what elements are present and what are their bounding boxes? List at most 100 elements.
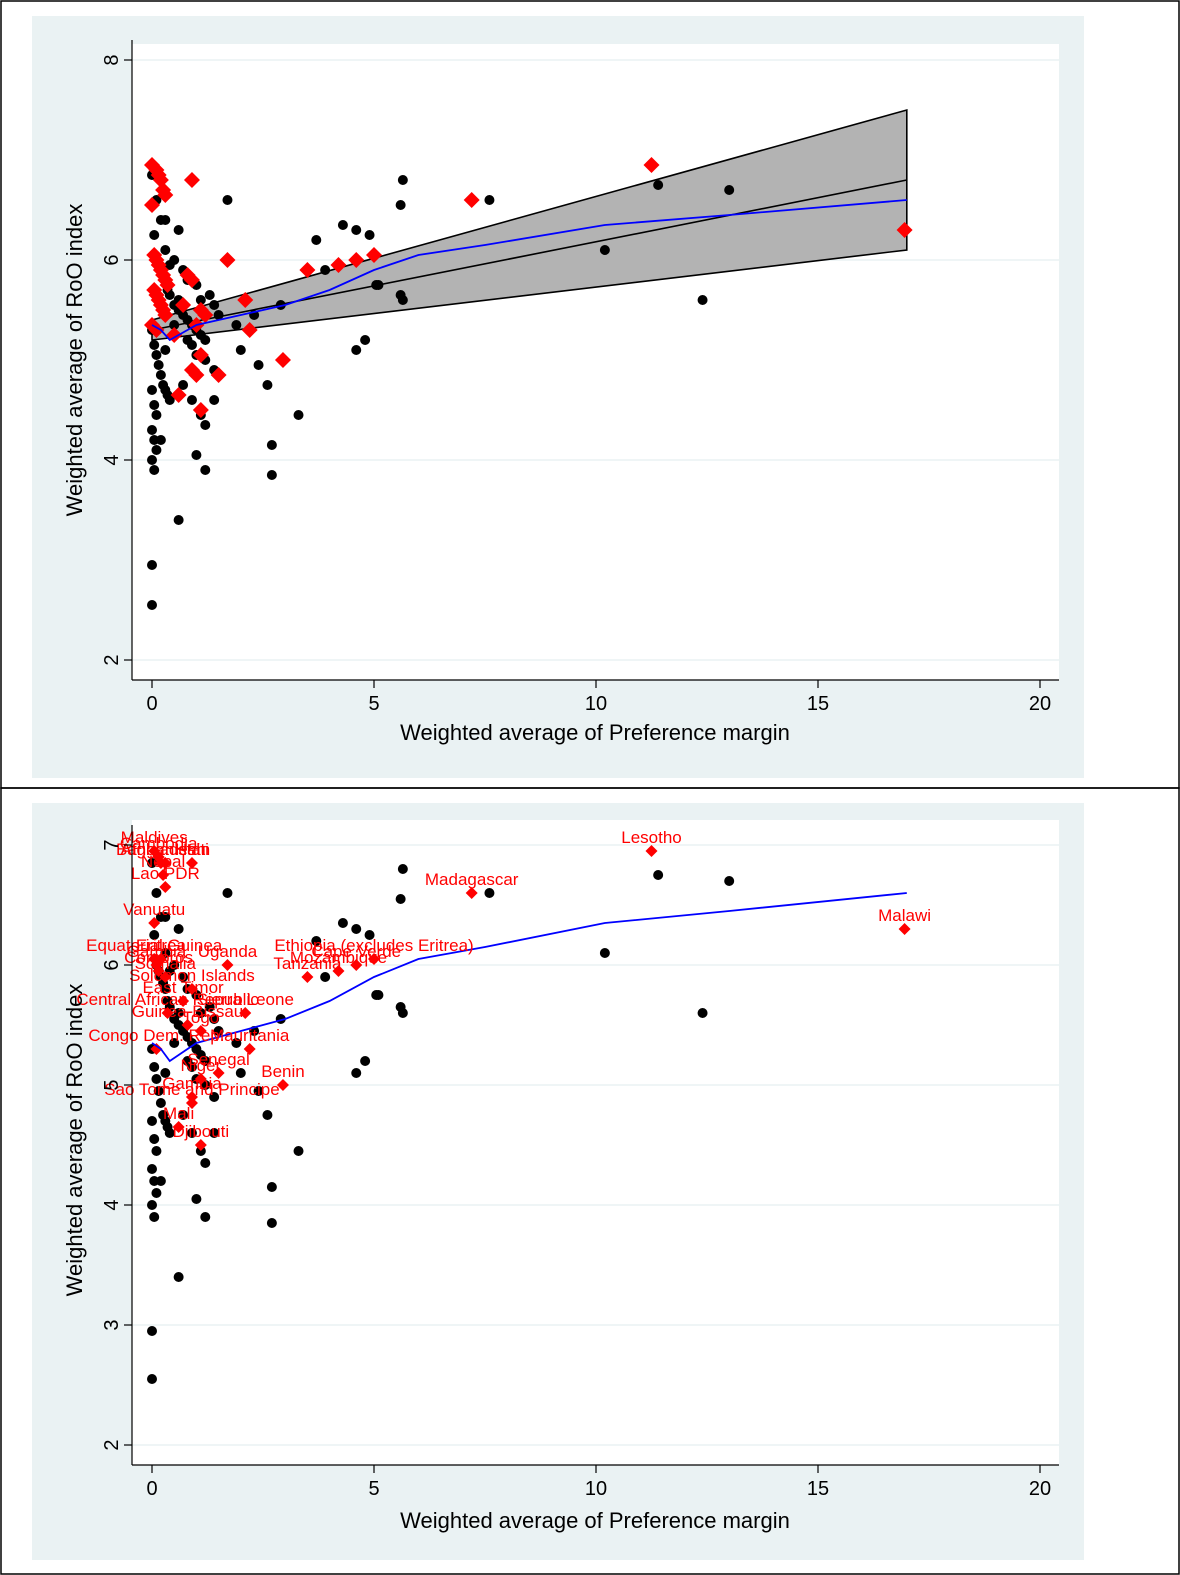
- country-label: Afghanistan: [120, 840, 210, 859]
- highlighted-point: [161, 1007, 174, 1019]
- scatter-point: [173, 1008, 184, 1018]
- bottom-axes: 0 5 10 15 20 2 3 4 5 6 7: [101, 825, 1059, 1500]
- scatter-point: [147, 1326, 157, 1336]
- scatter-point: [209, 1014, 220, 1024]
- highlighted-point: [219, 252, 236, 268]
- y-tick-label: 4: [101, 454, 123, 465]
- bottom-diamond-points: [148, 845, 911, 1151]
- scatter-point: [484, 195, 495, 205]
- scatter-point: [200, 420, 211, 430]
- scatter-point: [397, 295, 408, 305]
- highlighted-point: [157, 869, 170, 881]
- highlighted-point: [212, 1067, 225, 1079]
- scatter-point: [191, 450, 202, 460]
- highlighted-point: [645, 845, 658, 857]
- highlighted-point: [183, 172, 200, 188]
- country-label: Solomon Islands: [129, 966, 255, 985]
- country-label: Congo Dem. Rep.: [88, 1026, 224, 1045]
- scatter-point: [204, 1002, 215, 1012]
- scatter-point: [397, 864, 408, 874]
- x-tick-label: 5: [368, 1478, 379, 1500]
- scatter-point: [253, 1086, 264, 1096]
- country-label: Somalia: [135, 954, 197, 973]
- scatter-point: [147, 1116, 157, 1126]
- country-label: East Timor: [142, 978, 224, 997]
- scatter-point: [351, 1068, 362, 1078]
- top-plot-area: [132, 44, 1059, 680]
- country-label: Cambodia: [120, 834, 198, 853]
- scatter-point: [599, 948, 610, 958]
- scatter-point: [147, 858, 157, 868]
- highlighted-point: [192, 402, 209, 418]
- y-tick-label: 6: [101, 959, 123, 970]
- highlighted-point: [643, 157, 660, 173]
- scatter-point: [337, 220, 348, 230]
- highlighted-point: [465, 887, 478, 899]
- scatter-point: [149, 1212, 160, 1222]
- scatter-point: [200, 1158, 211, 1168]
- scatter-point: [149, 340, 160, 350]
- country-label: Malawi: [878, 906, 931, 925]
- scatter-point: [173, 1272, 184, 1282]
- scatter-point: [178, 380, 189, 390]
- scatter-point: [599, 245, 610, 255]
- lowess-smoother-line: [151, 199, 907, 342]
- country-label: Eritrea: [136, 936, 187, 955]
- highlighted-point: [896, 222, 913, 238]
- country-label: Nepal: [141, 852, 185, 871]
- country-label: Senegal: [187, 1050, 249, 1069]
- scatter-point: [351, 225, 362, 235]
- scatter-point: [147, 1200, 157, 1210]
- bottom-x-axis-title: Weighted average of Preference margin: [400, 1508, 790, 1533]
- highlighted-point: [188, 367, 205, 383]
- scatter-point: [147, 1164, 157, 1174]
- scatter-point: [395, 894, 406, 904]
- scatter-point: [186, 395, 197, 405]
- highlighted-point: [239, 1007, 252, 1019]
- scatter-point: [173, 225, 184, 235]
- scatter-point: [266, 440, 277, 450]
- scatter-point: [147, 600, 157, 610]
- highlighted-point: [159, 971, 172, 983]
- scatter-point: [724, 876, 735, 886]
- scatter-point: [200, 1212, 211, 1222]
- highlighted-point: [159, 277, 176, 293]
- highlighted-point: [332, 965, 345, 977]
- bottom-lowess-line: [151, 892, 907, 1063]
- scatter-point: [147, 560, 157, 570]
- scatter-point: [209, 1092, 220, 1102]
- scatter-point: [147, 425, 157, 435]
- highlighted-point: [221, 959, 234, 971]
- scatter-point: [160, 912, 171, 922]
- highlighted-point: [172, 1121, 185, 1133]
- scatter-point: [320, 265, 331, 275]
- scatter-point: [653, 180, 664, 190]
- scatter-point: [373, 990, 384, 1000]
- y-tick-label: 5: [101, 1079, 123, 1090]
- highlighted-point: [157, 187, 174, 203]
- country-label: Tanzania: [273, 954, 342, 973]
- x-tick-label: 15: [807, 1478, 829, 1500]
- scatter-point: [364, 930, 375, 940]
- top-x-axis-title: Weighted average of Preference margin: [400, 720, 790, 745]
- scatter-point: [151, 1188, 162, 1198]
- bottom-circle-points: [147, 858, 735, 1384]
- scatter-point: [149, 930, 160, 940]
- scatter-point: [235, 1068, 246, 1078]
- scatter-point: [222, 195, 233, 205]
- highlighted-point: [181, 1019, 194, 1031]
- highlighted-point: [348, 252, 365, 268]
- country-label: Djibouti: [172, 1122, 229, 1141]
- country-label: Comoros: [124, 948, 193, 967]
- scatter-point: [293, 410, 304, 420]
- scatter-point: [153, 360, 164, 370]
- highlighted-point: [154, 953, 167, 965]
- highlighted-point: [276, 1079, 289, 1091]
- scatter-point: [351, 345, 362, 355]
- scatter-point: [173, 515, 184, 525]
- scatter-point: [262, 380, 273, 390]
- highlighted-point: [299, 262, 316, 278]
- country-label: Uganda: [198, 942, 258, 961]
- scatter-point: [200, 1056, 211, 1066]
- scatter-point: [186, 1128, 197, 1138]
